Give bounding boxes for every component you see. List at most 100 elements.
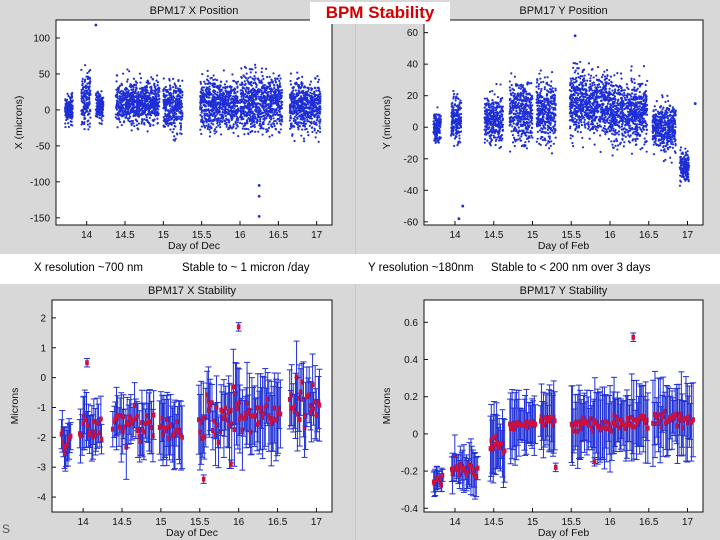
data-point: [278, 120, 281, 123]
data-point: [257, 77, 260, 80]
data-point: [132, 115, 135, 118]
data-point: [125, 116, 128, 119]
data-point: [262, 91, 265, 94]
data-point: [288, 119, 291, 122]
data-point: [526, 127, 529, 130]
data-point: [117, 114, 120, 117]
data-point: [520, 135, 523, 138]
data-point: [485, 115, 488, 118]
data-point: [554, 136, 557, 139]
data-point: [512, 122, 515, 125]
data-point: [274, 127, 277, 130]
data-point: [315, 89, 318, 92]
data-point: [81, 82, 84, 85]
data-point: [265, 98, 268, 102]
data-point: [301, 75, 304, 78]
data-point: [148, 105, 151, 109]
data-point: [252, 119, 255, 122]
data-point: [227, 98, 230, 101]
data-point: [513, 75, 516, 78]
data-point: [247, 128, 250, 131]
data-point: [314, 77, 317, 80]
data-point: [298, 104, 301, 107]
data-point: [232, 123, 235, 126]
data-point: [207, 117, 211, 121]
data-point: [278, 131, 281, 134]
data-point: [257, 97, 261, 100]
data-point: [216, 118, 219, 121]
data-point: [518, 129, 521, 132]
data-point: [204, 82, 207, 85]
data-point: [518, 84, 521, 87]
data-point: [152, 124, 155, 127]
data-point: [80, 97, 83, 100]
data-point: [453, 92, 456, 96]
data-point: [501, 128, 504, 131]
data-point: [208, 88, 211, 91]
data-point: [538, 72, 541, 75]
data-point: [315, 119, 319, 122]
data-point: [289, 122, 293, 125]
data-point: [483, 138, 487, 141]
data-point: [255, 92, 258, 95]
data-point: [516, 92, 520, 95]
data-point: [509, 118, 512, 121]
data-point: [243, 122, 246, 125]
data-point: [537, 83, 541, 86]
data-point: [249, 115, 252, 118]
data-point: [201, 86, 204, 89]
data-point: [276, 77, 279, 80]
data-point: [246, 113, 249, 116]
data-point: [130, 88, 133, 91]
data-point: [67, 109, 70, 113]
data-point: [150, 92, 153, 95]
data-point: [289, 103, 292, 106]
data-point: [310, 114, 313, 117]
data-point: [258, 102, 261, 105]
data-point: [509, 123, 512, 126]
data-point: [455, 108, 458, 112]
data-point: [128, 102, 131, 105]
data-point: [261, 102, 264, 105]
data-point: [266, 110, 269, 113]
data-point: [206, 114, 209, 117]
data-point: [550, 80, 553, 83]
data-point: [272, 117, 275, 120]
data-point: [548, 135, 552, 138]
data-point: [299, 87, 302, 90]
data-point: [157, 108, 160, 111]
data-point: [86, 123, 90, 126]
data-point: [174, 86, 177, 90]
data-point: [451, 108, 454, 111]
data-point: [255, 108, 258, 111]
data-point: [231, 95, 235, 98]
y-axis-label: X (microns): [13, 96, 25, 150]
data-point: [316, 108, 320, 111]
data-point: [95, 115, 98, 118]
data-point: [237, 135, 240, 138]
data-point: [512, 101, 516, 105]
data-point: [126, 78, 129, 81]
data-point: [121, 72, 125, 75]
y-tick-label: -100: [30, 177, 50, 188]
data-point: [301, 105, 305, 108]
data-point: [118, 118, 121, 121]
data-point: [519, 112, 522, 115]
data-point: [205, 124, 208, 127]
data-point: [102, 105, 105, 108]
data-point: [148, 94, 151, 97]
data-point: [129, 93, 132, 96]
data-point: [315, 131, 318, 135]
data-point: [252, 112, 255, 115]
data-point: [67, 122, 70, 125]
data-point: [308, 101, 312, 104]
data-point: [519, 123, 522, 126]
data-point: [300, 134, 303, 137]
data-point: [306, 90, 310, 93]
data-point: [251, 99, 254, 103]
data-point: [525, 112, 528, 115]
data-point: [87, 96, 90, 99]
data-point: [240, 83, 243, 86]
data-point: [229, 124, 232, 127]
data-point: [459, 126, 463, 129]
